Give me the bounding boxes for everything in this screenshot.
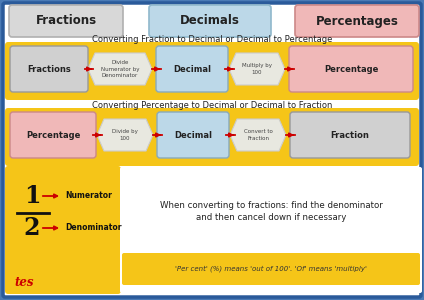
Polygon shape	[97, 119, 153, 151]
Text: Percentages: Percentages	[315, 14, 399, 28]
Polygon shape	[229, 53, 285, 85]
FancyBboxPatch shape	[10, 112, 96, 158]
Text: Decimal: Decimal	[174, 130, 212, 140]
Text: and then cancel down if necessary: and then cancel down if necessary	[196, 212, 346, 221]
FancyBboxPatch shape	[290, 112, 410, 158]
Polygon shape	[88, 53, 152, 85]
FancyBboxPatch shape	[122, 253, 420, 285]
Text: Convert to
Fraction: Convert to Fraction	[243, 129, 273, 141]
Text: Denominator: Denominator	[65, 224, 122, 232]
Text: Fraction: Fraction	[331, 130, 369, 140]
Text: Decimal: Decimal	[173, 64, 211, 74]
FancyBboxPatch shape	[5, 42, 419, 100]
Text: Multiply by
100: Multiply by 100	[242, 63, 272, 75]
FancyBboxPatch shape	[149, 5, 271, 37]
Text: tes: tes	[14, 275, 33, 289]
Text: 'Per cent' (%) means 'out of 100'. 'Of' means 'multiply': 'Per cent' (%) means 'out of 100'. 'Of' …	[175, 266, 367, 272]
Text: Numerator: Numerator	[65, 191, 112, 200]
FancyBboxPatch shape	[9, 5, 123, 37]
Text: 2: 2	[24, 216, 40, 240]
Text: 1: 1	[24, 184, 40, 208]
FancyBboxPatch shape	[157, 112, 229, 158]
FancyBboxPatch shape	[3, 3, 421, 297]
FancyBboxPatch shape	[5, 166, 121, 294]
Text: Fractions: Fractions	[36, 14, 97, 28]
FancyBboxPatch shape	[289, 46, 413, 92]
Polygon shape	[230, 119, 286, 151]
Text: When converting to fractions: find the denominator: When converting to fractions: find the d…	[159, 200, 382, 209]
Text: Divide by
100: Divide by 100	[112, 129, 138, 141]
Text: Fractions: Fractions	[27, 64, 71, 74]
FancyBboxPatch shape	[5, 108, 419, 166]
FancyBboxPatch shape	[120, 167, 422, 293]
Text: Decimals: Decimals	[180, 14, 240, 28]
FancyBboxPatch shape	[295, 5, 419, 37]
Text: Divide
Numerator by
Denominator: Divide Numerator by Denominator	[101, 60, 139, 78]
Text: Converting Fraction to Decimal or Decimal to Percentage: Converting Fraction to Decimal or Decima…	[92, 35, 332, 44]
Text: Percentage: Percentage	[324, 64, 378, 74]
FancyBboxPatch shape	[156, 46, 228, 92]
Text: Percentage: Percentage	[26, 130, 80, 140]
FancyBboxPatch shape	[10, 46, 88, 92]
Text: Converting Percentage to Decimal or Decimal to Fraction: Converting Percentage to Decimal or Deci…	[92, 101, 332, 110]
